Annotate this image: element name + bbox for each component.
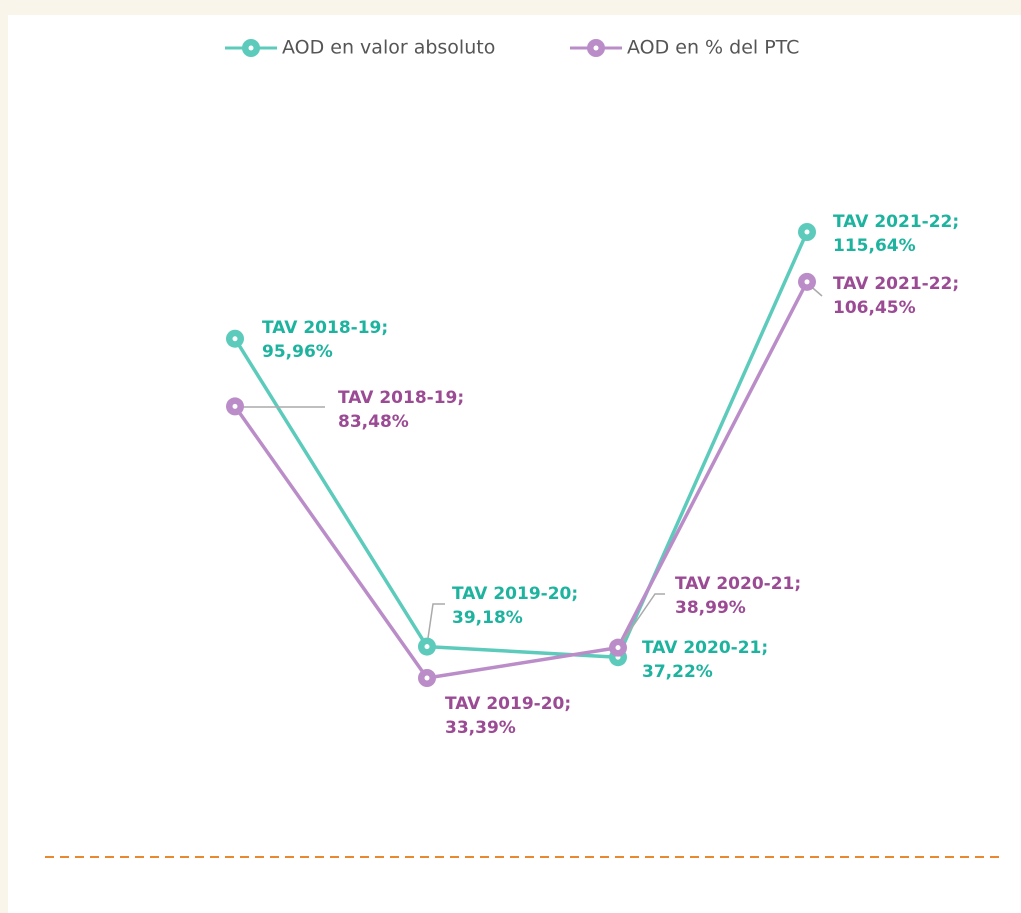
series-line <box>233 281 809 680</box>
legend-dot <box>248 45 254 51</box>
marker-dot <box>232 336 238 342</box>
data-label: TAV 2018-19; 83,48% <box>338 388 465 432</box>
legend-dot <box>593 45 599 51</box>
data-label: TAV 2019-20; 39,18% <box>452 584 579 628</box>
marker-dot <box>804 279 810 285</box>
data-label: TAV 2019-20; 33,39% <box>445 694 572 738</box>
leader-line <box>426 603 445 646</box>
marker-dot <box>232 403 238 409</box>
legend-label: AOD en % del PTC <box>627 37 799 59</box>
data-label: TAV 2020-21; 37,22% <box>642 638 769 682</box>
series-line <box>233 231 809 659</box>
legend-label: AOD en valor absoluto <box>282 37 495 59</box>
marker-dot <box>424 644 430 650</box>
leader-line <box>617 593 665 649</box>
data-label: TAV 2021-22; 106,45% <box>833 274 960 318</box>
panel <box>8 15 1021 913</box>
marker-dot <box>804 229 810 235</box>
data-label: TAV 2020-21; 38,99% <box>675 574 802 618</box>
data-label: TAV 2018-19; 95,96% <box>262 318 389 362</box>
data-label: TAV 2021-22; 115,64% <box>833 212 960 256</box>
marker-dot <box>424 675 430 681</box>
marker-dot <box>615 645 621 651</box>
